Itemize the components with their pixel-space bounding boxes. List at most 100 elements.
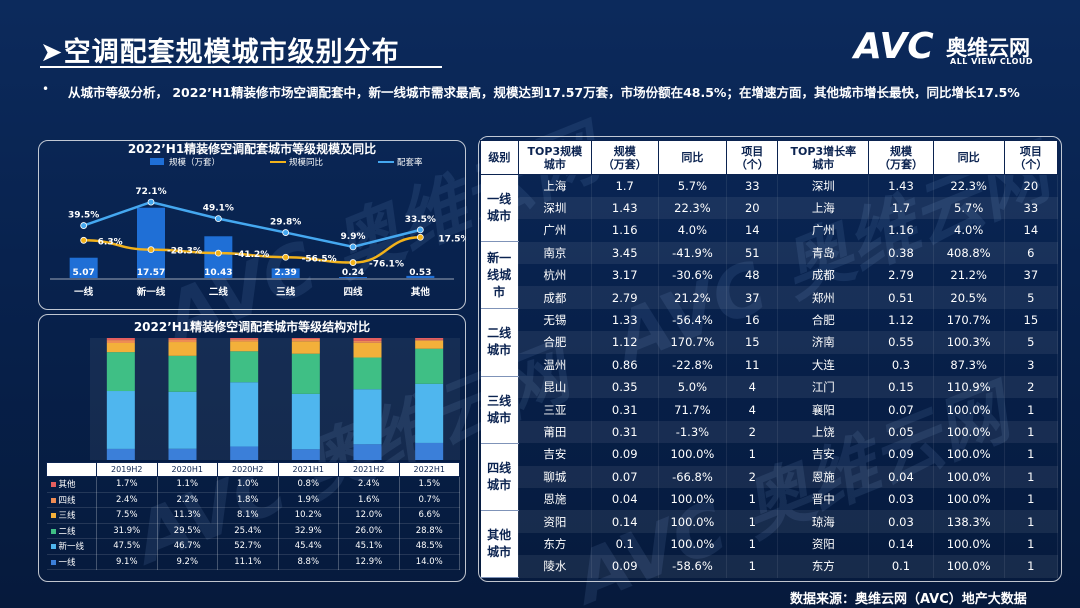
city-table-cell: 0.04 <box>591 487 659 511</box>
stack-2022H1-一线 <box>415 442 444 460</box>
stack-2020H1-四线 <box>168 339 197 343</box>
structure-col-2021H1: 2021H1 <box>277 462 339 477</box>
stack-2021H1-新一线 <box>291 393 320 450</box>
city-table-cell: 20 <box>1004 174 1059 197</box>
city-table-cell: 71.7% <box>658 398 728 421</box>
city-table-cell: 1 <box>726 510 779 533</box>
chart1-legend: 规模（万套） 规模同比 配套率 <box>150 157 423 168</box>
scale-chart: 规模（万套） 规模同比 配套率 5.07 17.57 10.43 2.39 0.24 0.53 3… <box>50 157 466 298</box>
structure-cell: 7.5% <box>96 507 158 524</box>
stack-2021H2-三线 <box>353 342 382 358</box>
x-tick-4: 四线 <box>343 286 363 298</box>
structure-cell: 25.4% <box>217 523 279 539</box>
structure-cell: 45.1% <box>338 538 400 555</box>
city-table-cell: 资阳 <box>777 532 870 556</box>
city-table-cell: 100.0% <box>933 487 1005 511</box>
city-table-cell: 87.3% <box>933 353 1005 377</box>
stack-2022H1-四线 <box>415 339 444 341</box>
city-table-cell: 郑州 <box>777 286 870 309</box>
structure-cell: 1.6% <box>338 492 400 508</box>
logo-cn-text: 奥维云网 <box>946 36 1030 60</box>
structure-cell: 47.5% <box>96 538 158 555</box>
city-table-cell: 100.0% <box>658 510 728 533</box>
label-rate-0: 39.5% <box>68 211 99 221</box>
structure-cell: 14.0% <box>399 554 460 570</box>
city-table-row: 三亚 0.31 71.7% 4 襄阳 0.07 100.0% 1 <box>481 398 1059 421</box>
x-tick-0: 一线 <box>74 286 94 298</box>
city-table-cell: 广州 <box>777 219 870 242</box>
point-yoy-1 <box>147 246 155 254</box>
city-table-cell: 大连 <box>777 353 870 377</box>
structure-row: 一线 9.1% 9.2% 11.1% 8.8% 12.9% 14.0% <box>46 554 460 570</box>
city-table-cell: 3.45 <box>591 241 659 265</box>
structure-row: 三线 7.5% 11.3% 8.1% 10.2% 12.0% 6.6% <box>46 507 460 524</box>
point-rate-3 <box>282 229 290 236</box>
stack-2021H2-一线 <box>353 444 382 460</box>
city-table-row: 莆田 0.31 -1.3% 2 上饶 0.05 100.0% 1 <box>481 420 1059 444</box>
city-table-cell: -1.3% <box>658 420 728 444</box>
bar-label-3: 2.39 <box>275 268 297 278</box>
city-table-cell: 0.86 <box>591 353 659 377</box>
city-table-cell: 1 <box>1004 398 1059 421</box>
city-table-cell: 1.12 <box>868 308 934 332</box>
tier-label: 其他 城市 <box>480 510 519 579</box>
city-table-row: 恩施 0.04 100.0% 1 晋中 0.03 100.0% 1 <box>481 487 1059 511</box>
structure-swatch <box>50 497 56 503</box>
structure-cell: 6.6% <box>399 507 460 524</box>
line-rate <box>83 200 421 249</box>
city-table-header: 级别 TOP3规模 城市 规模 （万套） 同比 项目 （个） TOP3增长率 城市 规模 （万套） 同比… <box>480 140 1059 175</box>
city-table-cell: 0.09 <box>868 443 934 466</box>
city-table-cell: 5 <box>1004 286 1059 309</box>
bar-scale-2 <box>204 236 233 278</box>
label-rate-4: 9.9% <box>341 232 366 242</box>
stack-2021H1-一线 <box>291 449 320 460</box>
city-table-cell: 恩施 <box>518 487 592 511</box>
structure-cell: 1.0% <box>217 476 279 493</box>
stack-2020H2-新一线 <box>230 382 259 447</box>
stack-2022H1-新一线 <box>415 383 444 443</box>
label-yoy-3: -56.5% <box>302 254 337 264</box>
city-table-cell: 21.2% <box>933 264 1005 287</box>
structure-cell: 8.1% <box>217 507 279 524</box>
point-rate-2 <box>214 215 222 223</box>
city-table-cell: 22.3% <box>933 174 1005 197</box>
structure-cell: 12.0% <box>338 507 400 524</box>
city-table-cell: -66.8% <box>658 465 728 488</box>
tier-label: 三线 城市 <box>480 376 519 444</box>
label-yoy-5: 17.5% <box>438 234 466 244</box>
structure-cell: 11.1% <box>217 554 279 570</box>
city-table-cell: 33 <box>1004 196 1059 220</box>
stack-2020H1-三线 <box>168 342 197 356</box>
city-table-cell: 6 <box>1004 241 1059 265</box>
city-table-cell: 0.35 <box>591 376 659 399</box>
city-table-row: 东方 0.1 100.0% 1 资阳 0.14 100.0% 1 <box>481 532 1059 556</box>
label-rate-5: 33.5% <box>405 215 436 225</box>
stack-2020H1-新一线 <box>168 391 197 449</box>
city-table-cell: 1 <box>726 487 779 511</box>
city-table-cell: 21.2% <box>658 286 728 309</box>
city-table-cell: 0.3 <box>868 353 934 377</box>
structure-row: 其他 1.7% 1.1% 1.0% 0.8% 2.4% 1.5% <box>46 476 460 493</box>
city-table-cell: 14 <box>1004 219 1059 242</box>
city-table-cell: 5.7% <box>658 174 728 197</box>
city-table-cell: 南京 <box>518 241 592 265</box>
structure-cell: 1.1% <box>157 476 218 493</box>
city-table-cell: 深圳 <box>518 196 592 220</box>
city-table-cell: 2 <box>1004 376 1059 399</box>
city-table-cell: 琼海 <box>777 510 870 533</box>
city-table-cell: 成都 <box>777 264 870 287</box>
city-table-cell: 100.0% <box>933 420 1005 444</box>
structure-cell: 46.7% <box>157 538 218 555</box>
city-table-cell: 100.3% <box>933 331 1005 354</box>
city-table-row: 其他 城市 资阳 0.14 100.0% 1 琼海 0.03 138.3% 1 <box>480 510 1059 579</box>
city-table-cell: 170.7% <box>933 308 1005 332</box>
city-table-cell: 资阳 <box>518 510 592 533</box>
city-table-cell: 22.3% <box>658 196 728 220</box>
structure-chart <box>90 338 460 460</box>
structure-row-label: 三线 <box>46 507 97 524</box>
structure-cell: 29.5% <box>157 523 218 539</box>
structure-chart-title: 2022’H1精装修空调配套城市等级结构对比 <box>133 320 371 334</box>
stack-2020H1-一线 <box>168 448 197 460</box>
structure-col-2020H1: 2020H1 <box>156 462 218 477</box>
city-table-cell: 0.05 <box>868 420 934 444</box>
